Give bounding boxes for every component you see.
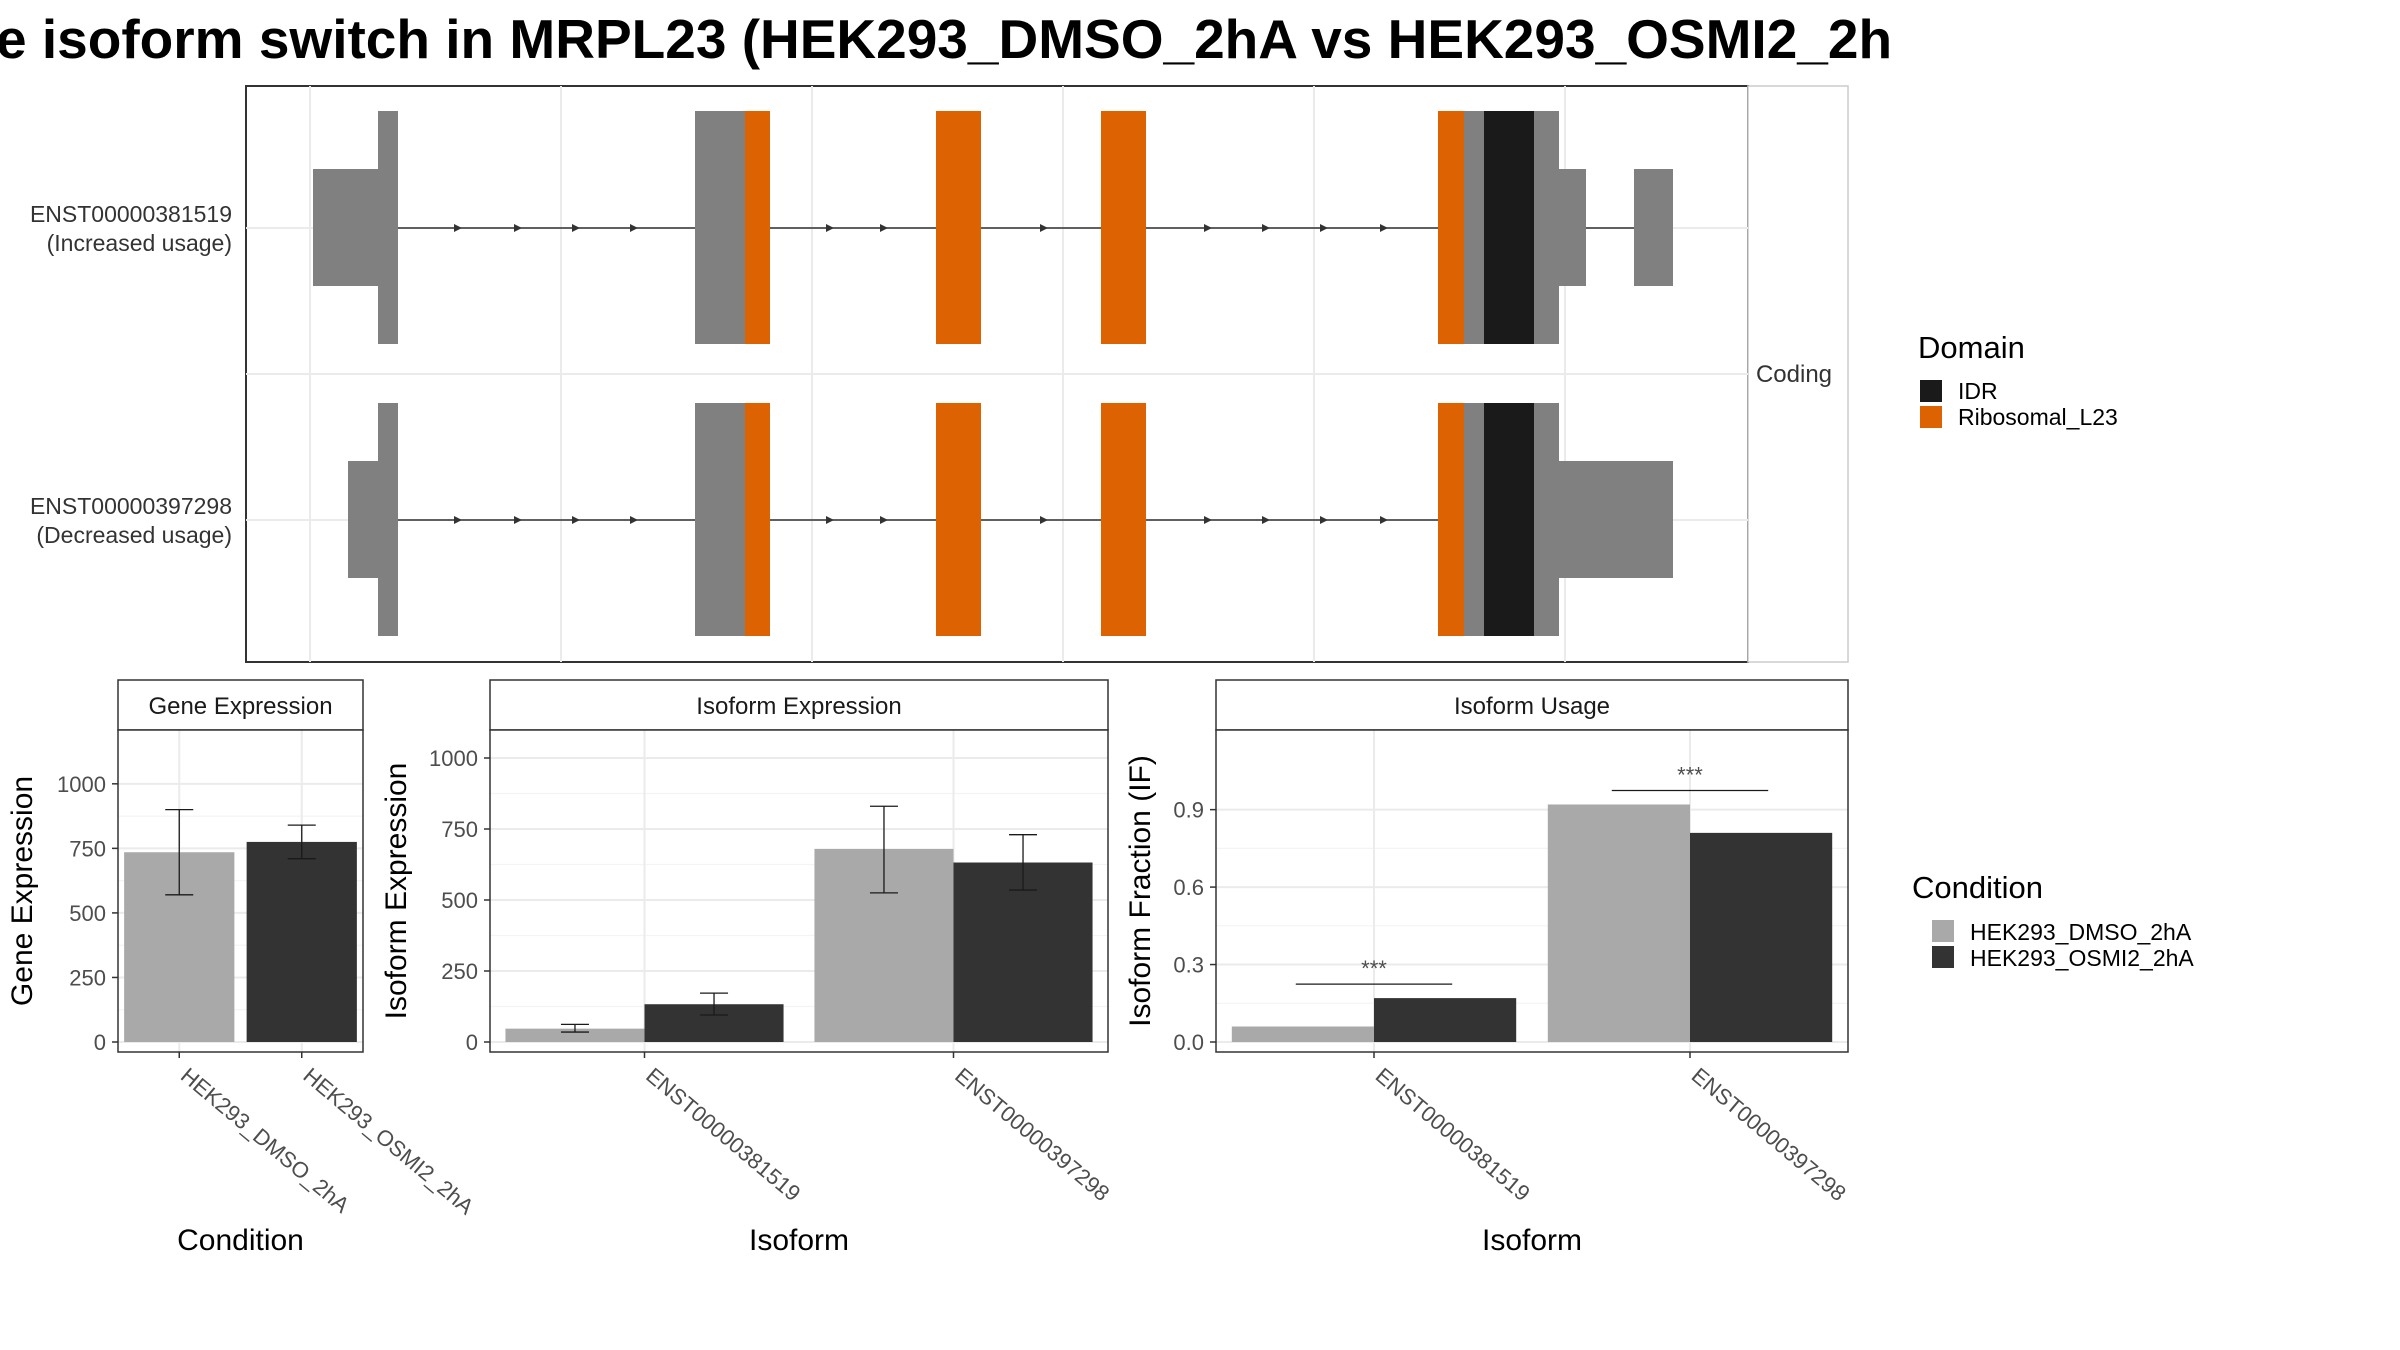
legend-label-idr: IDR [1958,378,1998,404]
y-tick-label: 0.6 [1173,875,1204,900]
panel-strip-title: Isoform Usage [1454,693,1610,720]
isoform-expression-panel: Isoform Expression 0 250 500 750 1000 ENST0000… [380,679,1114,1257]
ribosomal-domain-segment [1101,403,1146,636]
significance-label: *** [1677,762,1703,787]
y-tick-label: 1000 [57,772,106,797]
x-axis-title: Isoform [1482,1224,1582,1257]
significance-label: *** [1361,956,1387,981]
y-axis-title: Isoform Fraction (IF) [1124,755,1157,1027]
legend-key-osmi [1932,946,1954,968]
isoform-usage-panel: Isoform Usage 0.0 0.3 0.6 0.9 *** *** ENST00000… [1124,679,1851,1257]
x-tick-label: ENST00000397298 [1687,1063,1851,1206]
panel-strip-title: Gene Expression [148,693,332,720]
coding-exon [1464,403,1484,636]
ribosomal-domain-segment [1438,403,1464,636]
x-tick-label: ENST00000381519 [641,1063,805,1206]
domain-legend: Domain IDR Ribosomal_L23 [1918,330,2118,430]
y-tick-label: 0.9 [1173,798,1204,823]
y-tick-label: 750 [69,836,106,861]
intron-arrows [454,224,1388,232]
utr-exon [348,461,379,578]
coding-exon [1464,111,1484,344]
y-tick-label: 1000 [429,746,478,771]
isoform-1-usage: (Increased usage) [47,230,232,256]
coding-exon [1534,403,1559,636]
y-tick-label: 750 [441,817,478,842]
plot-border [117,729,364,1053]
x-axis-title: Isoform [749,1224,849,1257]
domain-legend-title: Domain [1918,330,2025,365]
ribosomal-domain-segment [936,111,981,344]
isoform-2-usage: (Decreased usage) [36,522,232,548]
coding-exon [378,403,398,636]
structure-strip [1747,85,1849,663]
legend-key-ribosomal [1920,406,1942,428]
coding-exon [695,111,745,344]
isoform-2-id: ENST00000397298 [30,493,232,519]
y-tick-label: 0 [94,1030,106,1055]
bar-osmi [246,841,357,1042]
bar-osmi [953,862,1093,1042]
legend-label-dmso: HEK293_DMSO_2hA [1970,919,2192,945]
y-tick-label: 500 [441,888,478,913]
legend-label-ribosomal: Ribosomal_L23 [1958,404,2118,430]
y-axis-title: Isoform Expression [380,763,413,1020]
plot-border [489,729,1109,1053]
isoform-1-track [313,111,1673,344]
utr-exon [1559,461,1673,578]
legend-label-osmi: HEK293_OSMI2_2hA [1970,945,2194,971]
ribosomal-domain-segment [745,403,770,636]
bar-dmso [505,1028,645,1042]
y-axis-title: Gene Expression [6,776,39,1006]
y-tick-label: 0 [466,1030,478,1055]
intron-arrows [454,516,1388,524]
bar-dmso [1231,1026,1374,1042]
ribosomal-domain-segment [1438,111,1464,344]
figure-title: e isoform switch in MRPL23 (HEK293_DMSO_… [0,8,1892,70]
legend-key-dmso [1932,920,1954,942]
y-tick-label: 250 [441,959,478,984]
bar-osmi [1374,998,1517,1042]
utr-exon [313,169,379,286]
utr-exon [1634,169,1673,286]
x-tick-label: ENST00000381519 [1371,1063,1535,1206]
transcript-structure-panel: Coding ENST00000381519 (Increased usage)… [30,85,1849,663]
condition-legend-title: Condition [1912,870,2043,905]
y-tick-label: 0.0 [1173,1030,1204,1055]
isoform-2-track [348,403,1673,636]
ribosomal-domain-segment [1101,111,1146,344]
ribosomal-domain-segment [936,403,981,636]
coding-exon [695,403,745,636]
x-axis-title: Condition [177,1224,304,1257]
idr-domain-segment [1484,403,1534,636]
y-tick-label: 250 [69,965,106,990]
idr-domain-segment [1484,111,1534,344]
y-tick-label: 0.3 [1173,953,1204,978]
x-tick-label: ENST00000397298 [950,1063,1114,1206]
bar-dmso [1547,804,1690,1042]
structure-strip-label: Coding [1756,361,1832,388]
y-tick-label: 500 [69,901,106,926]
panel-strip [489,679,1109,731]
plot-border [1215,729,1849,1053]
panel-strip-title: Isoform Expression [696,693,901,720]
panel-strip [1215,679,1849,731]
legend-key-idr [1920,380,1942,402]
utr-exon [1559,169,1586,286]
condition-legend: Condition HEK293_DMSO_2hA HEK293_OSMI2_2… [1912,870,2194,971]
coding-exon [1534,111,1559,344]
coding-exon [378,111,398,344]
isoform-1-id: ENST00000381519 [30,201,232,227]
ribosomal-domain-segment [745,111,770,344]
bar-osmi [1690,832,1833,1042]
